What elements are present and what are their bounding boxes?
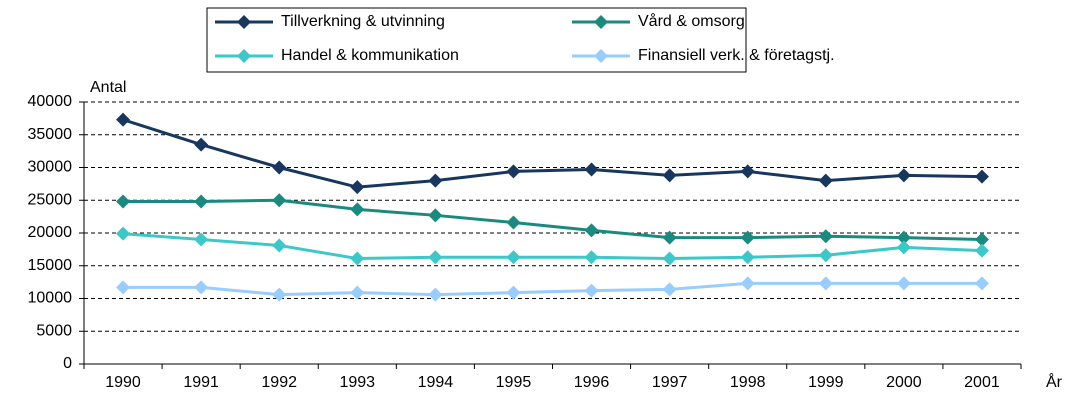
marker <box>974 169 989 184</box>
marker <box>272 193 287 208</box>
marker <box>974 232 989 247</box>
legend-marker <box>594 49 608 63</box>
marker <box>740 164 755 179</box>
y-tick-label: 30000 <box>28 159 73 176</box>
line <box>122 232 983 261</box>
marker <box>896 168 911 183</box>
line <box>122 118 982 189</box>
marker <box>116 112 131 127</box>
x-tick-label: 2001 <box>964 374 1000 391</box>
marker <box>974 243 989 258</box>
marker <box>350 285 365 300</box>
marker <box>662 230 677 245</box>
line <box>123 198 982 242</box>
y-tick-label: 35000 <box>28 126 73 143</box>
marker <box>584 162 599 177</box>
marker <box>428 287 443 302</box>
marker <box>584 223 599 238</box>
legend-marker <box>237 15 251 29</box>
legend-label: Vård & omsorg <box>638 12 745 30</box>
x-tick-label: 2000 <box>886 374 922 391</box>
marker <box>818 173 833 188</box>
legend-label: Finansiell verk. & företagstj. <box>638 47 835 64</box>
x-tick-label: 1992 <box>261 374 297 391</box>
marker <box>506 250 521 265</box>
y-tick-label: 5000 <box>36 322 72 339</box>
line <box>123 281 982 297</box>
x-tick-label: 1994 <box>418 374 454 391</box>
x-tick-label: 1991 <box>183 374 219 391</box>
marker <box>974 276 989 291</box>
x-tick-label: 1990 <box>105 374 141 391</box>
marker <box>818 248 833 263</box>
marker <box>506 164 521 179</box>
marker <box>428 173 443 188</box>
marker <box>896 230 911 245</box>
marker <box>272 160 287 175</box>
marker <box>740 250 755 265</box>
marker <box>428 250 443 265</box>
x-tick-label: 1999 <box>808 374 844 391</box>
y-axis-label: Antal <box>90 79 126 96</box>
marker <box>506 285 521 300</box>
marker <box>194 232 209 247</box>
marker <box>740 276 755 291</box>
marker <box>116 226 131 241</box>
x-tick-label: 1997 <box>652 374 688 391</box>
marker <box>194 280 209 295</box>
x-tick-label: 1993 <box>339 374 375 391</box>
marker <box>350 251 365 266</box>
marker <box>662 251 677 266</box>
y-tick-label: 40000 <box>28 93 73 110</box>
marker <box>662 282 677 297</box>
x-tick-label: 1996 <box>574 374 610 391</box>
marker <box>896 240 911 255</box>
x-tick-label: 1998 <box>730 374 766 391</box>
marker <box>662 168 677 183</box>
marker <box>116 194 131 209</box>
y-tick-label: 15000 <box>28 257 73 274</box>
marker <box>350 202 365 217</box>
y-tick-label: 25000 <box>28 191 73 208</box>
marker <box>506 215 521 230</box>
legend-label: Handel & kommunikation <box>281 47 459 64</box>
y-tick-label: 20000 <box>28 224 73 241</box>
legend-label: Tillverkning & utvinning <box>281 13 445 30</box>
marker <box>350 180 365 195</box>
marker <box>896 276 911 291</box>
legend-marker <box>237 49 251 63</box>
marker <box>194 194 209 209</box>
x-axis-label: År <box>1046 372 1063 391</box>
legend-box <box>206 7 747 73</box>
marker <box>584 283 599 298</box>
marker <box>194 137 209 152</box>
marker <box>116 280 131 295</box>
marker <box>584 250 599 265</box>
x-tick-label: 1995 <box>496 374 532 391</box>
marker <box>428 208 443 223</box>
marker <box>818 229 833 244</box>
y-tick-label: 10000 <box>28 290 73 307</box>
marker <box>740 230 755 245</box>
marker <box>818 276 833 291</box>
marker <box>272 238 287 253</box>
y-tick-label: 0 <box>63 355 72 372</box>
marker <box>272 287 287 302</box>
legend-marker <box>594 15 608 29</box>
